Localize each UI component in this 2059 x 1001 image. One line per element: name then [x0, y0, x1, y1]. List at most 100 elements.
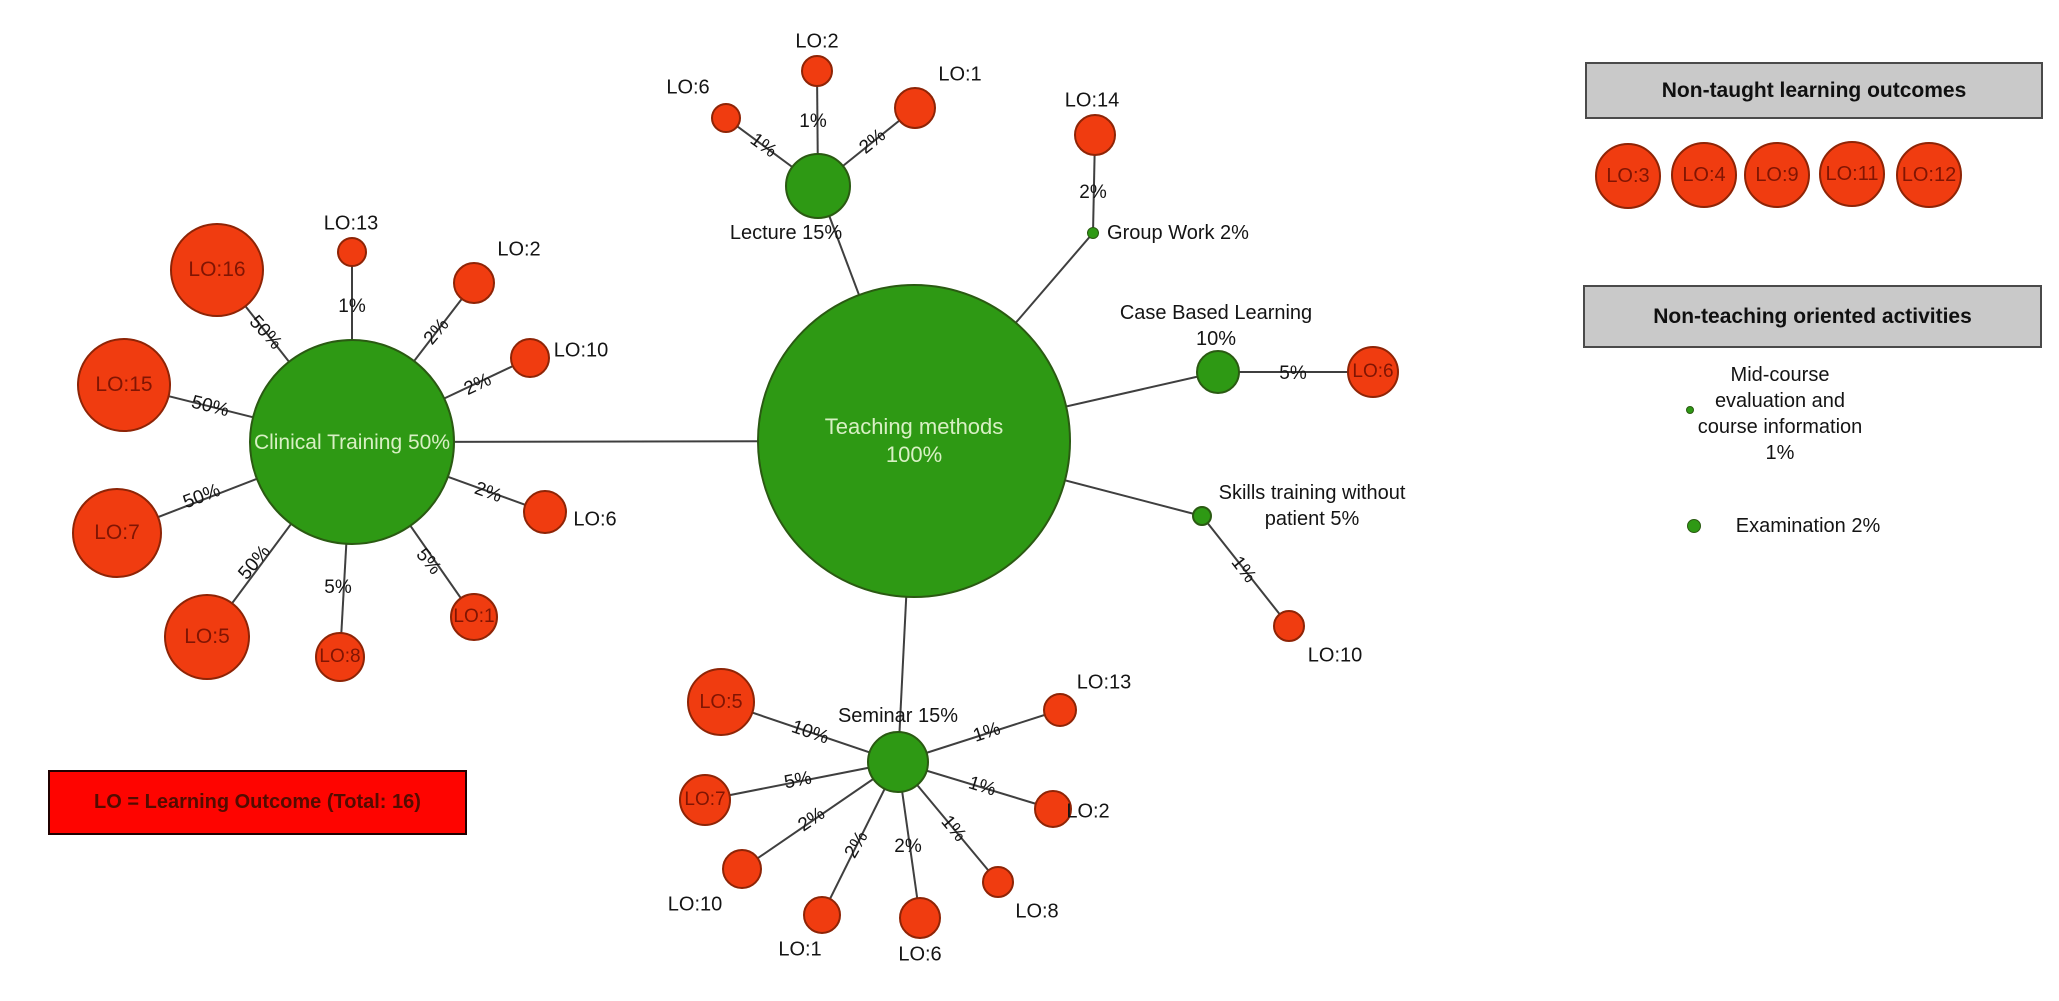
- node-seminar: [867, 731, 929, 793]
- edge-weight-label: 5%: [782, 767, 814, 794]
- node-cl-lo8: LO:8: [315, 632, 365, 682]
- node-label: LO:12: [1901, 163, 1957, 186]
- node-sem-lo5: LO:5: [687, 668, 755, 736]
- node-label: LO:6: [1352, 361, 1394, 382]
- node-cl-lo7: LO:7: [72, 488, 162, 578]
- edge-weight-label: 1%: [338, 296, 366, 317]
- label-line: Skills training without: [1218, 482, 1406, 504]
- node-cl-lo10: [510, 338, 550, 378]
- node-label-lec-lo1: LO:1: [938, 63, 982, 86]
- edge-weight-label: 50%: [234, 541, 275, 584]
- node-group-work: [1087, 227, 1099, 239]
- label-line: Examination 2%: [1735, 515, 1881, 537]
- node-label: LO:5: [184, 625, 230, 648]
- node-cl-lo5: LO:5: [164, 594, 250, 680]
- node-examination-dot: [1687, 519, 1701, 533]
- edge-weight-label: 1%: [746, 129, 781, 163]
- node-lec-lo1: [894, 87, 936, 129]
- node-st-lo10: [1273, 610, 1305, 642]
- case-based-label: Case Based Learning 10%: [1120, 300, 1312, 352]
- node-label: LO:8: [319, 646, 361, 667]
- edge-weight-label: 50%: [244, 311, 286, 354]
- non-taught-header: Non-taught learning outcomes: [1585, 62, 2043, 119]
- label-line: evaluation and: [1714, 390, 1846, 412]
- node-case-based-learning: [1196, 350, 1240, 394]
- node-label-sem-lo10: LO:10: [667, 893, 723, 916]
- label-line: Lecture 15%: [729, 222, 843, 244]
- node-label: LO:1: [453, 606, 495, 627]
- edge-weight-label: 2%: [894, 836, 922, 857]
- label-line: Group Work 2%: [1107, 222, 1249, 244]
- node-label-lec-lo2: LO:2: [795, 30, 839, 53]
- edge-weight-label: 10%: [788, 716, 832, 749]
- node-label: LO:7: [684, 789, 726, 810]
- node-sem-lo6: [899, 897, 941, 939]
- edge-weight-label: 5%: [411, 544, 446, 579]
- node-label: LO:5: [699, 690, 743, 713]
- edge-weight-label: 2%: [419, 314, 454, 349]
- node-lecture: [785, 153, 851, 219]
- node-sem-lo8: [982, 866, 1014, 898]
- label-line: course information: [1697, 416, 1863, 438]
- node-label-st-lo10: LO:10: [1307, 644, 1363, 667]
- seminar-label: Seminar 15%: [838, 703, 958, 729]
- mid-course-evaluation-label: Mid-course evaluation and course informati…: [1698, 362, 1863, 466]
- node-lec-lo6: [711, 103, 741, 133]
- node-non-taught-lo12: LO:12: [1896, 142, 1962, 208]
- node-cl-lo1: LO:1: [450, 593, 498, 641]
- node-label: LO:4: [1682, 163, 1726, 186]
- node-clinical-training: Clinical Training 50%: [249, 339, 455, 545]
- edge-weight-label: 1%: [965, 772, 999, 801]
- examination-label: Examination 2%: [1736, 513, 1881, 539]
- node-label-lec-lo6: LO:6: [666, 76, 710, 99]
- node-label-cl-lo10: LO:10: [553, 339, 609, 362]
- edge-weight-label: 1%: [970, 718, 1004, 747]
- hub-label: 100%: [885, 442, 943, 467]
- node-cl-lo16: LO:16: [170, 223, 264, 317]
- node-lec-lo2: [801, 55, 833, 87]
- node-label: LO:15: [95, 373, 153, 396]
- node-non-taught-lo11: LO:11: [1819, 141, 1885, 207]
- node-non-taught-lo9: LO:9: [1744, 142, 1810, 208]
- node-label-cl-lo13: LO:13: [323, 212, 379, 235]
- lecture-label: Lecture 15%: [730, 220, 842, 246]
- edge-weight-label: 2%: [794, 803, 829, 836]
- edge-weight-label: 5%: [1279, 363, 1307, 384]
- node-teaching-methods: Teaching methods 100%: [757, 284, 1071, 598]
- node-label: LO:16: [188, 258, 246, 281]
- label-line: 10%: [1195, 328, 1237, 350]
- node-mid-course-evaluation-dot: [1686, 406, 1694, 414]
- group-work-label: Group Work 2%: [1107, 220, 1249, 246]
- node-non-taught-lo4: LO:4: [1671, 142, 1737, 208]
- edge-weight-label: 50%: [189, 391, 232, 422]
- skills-label: Skills training without patient 5%: [1219, 480, 1406, 532]
- label-line: 1%: [1765, 442, 1795, 464]
- node-label: LO:3: [1606, 164, 1650, 187]
- node-cl-lo13: [337, 237, 367, 267]
- node-sem-lo1: [803, 896, 841, 934]
- node-label-cl-lo6: LO:6: [573, 508, 617, 531]
- node-label-sem-lo1: LO:1: [778, 938, 822, 961]
- node-label-sem-lo2: LO:2: [1066, 800, 1110, 823]
- node-sem-lo7: LO:7: [679, 774, 731, 826]
- node-sem-lo2: [1034, 790, 1072, 828]
- edge-weight-label: 1%: [799, 111, 827, 132]
- node-label: LO:11: [1825, 162, 1879, 185]
- node-label-sem-lo8: LO:8: [1015, 900, 1059, 923]
- edge-weight-label: 2%: [471, 477, 505, 508]
- edge-weight-label: 1%: [936, 811, 971, 846]
- node-label: LO:7: [94, 521, 140, 544]
- non-teaching-header: Non-teaching oriented activities: [1583, 285, 2042, 348]
- edge-weight-label: 2%: [840, 827, 873, 862]
- edge-weight-label: 5%: [324, 577, 352, 598]
- lo-legend-box: LO = Learning Outcome (Total: 16): [48, 770, 467, 835]
- node-skills-training: [1192, 506, 1212, 526]
- node-label-sem-lo13: LO:13: [1076, 671, 1132, 694]
- edge-weight-label: 1%: [1226, 552, 1261, 587]
- label-line: Seminar 15%: [837, 705, 959, 727]
- node-cbl-lo6: LO:6: [1347, 346, 1399, 398]
- node-sem-lo13: [1043, 693, 1077, 727]
- label-line: Case Based Learning: [1119, 302, 1313, 324]
- hub-label: Clinical Training 50%: [253, 430, 451, 454]
- edge-weight-label: 2%: [855, 124, 890, 159]
